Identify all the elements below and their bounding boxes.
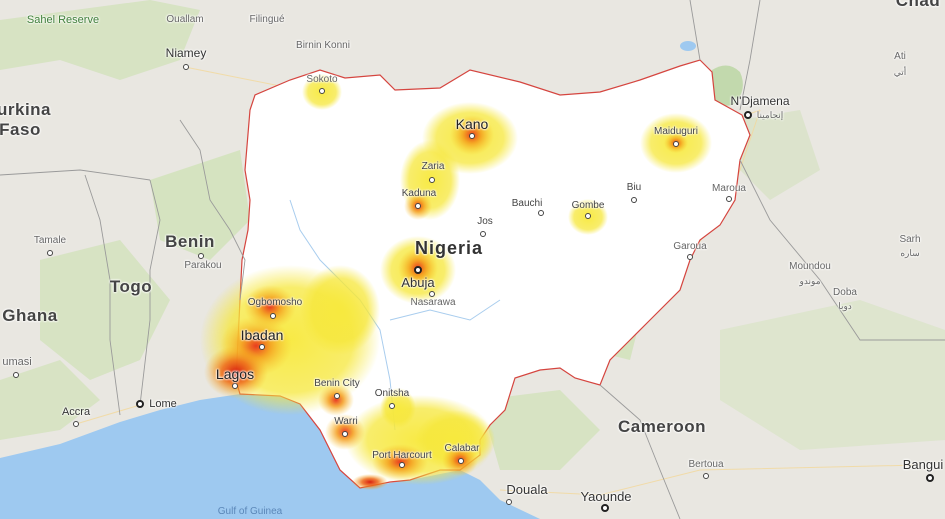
city-dot-bangui[interactable] (926, 474, 934, 482)
country-label-togo: Togo (109, 277, 153, 296)
city-label-moundou-ar: موندو (799, 276, 821, 286)
city-label-lagos: Lagos (215, 366, 255, 382)
country-label-ghana: Ghana (2, 306, 58, 325)
city-label-kumasi: umasi (2, 356, 32, 368)
city-dot-kumasi[interactable] (13, 372, 19, 378)
city-label-accra: Accra (61, 406, 91, 418)
city-label-moundou: Moundou (789, 261, 831, 272)
city-label-benin-city: Benin City (314, 378, 360, 389)
city-dot-maroua[interactable] (726, 196, 732, 202)
city-dot-parakou[interactable] (198, 253, 204, 259)
country-label-faso: Faso (0, 120, 41, 139)
city-label-garoua: Garoua (673, 241, 707, 252)
city-label-ouallam: Ouallam (166, 14, 204, 25)
city-label-douala: Douala (506, 482, 548, 497)
city-dot-ndjamena[interactable] (744, 111, 752, 119)
city-label-bauchi: Bauchi (511, 198, 543, 209)
city-label-maiduguri: Maiduguri (654, 126, 698, 137)
city-dot-calabar[interactable] (458, 458, 464, 464)
city-label-bertoua: Bertoua (688, 459, 724, 470)
gulf-of-guinea (0, 394, 540, 519)
country-label-nigeria: Nigeria (414, 238, 484, 258)
city-dot-gombe[interactable] (585, 213, 591, 219)
city-dot-abuja[interactable] (414, 266, 422, 274)
park-label-sahel-reserve: Sahel Reserve (26, 14, 100, 26)
city-dot-sokoto[interactable] (319, 88, 325, 94)
city-dot-port-harcourt[interactable] (399, 462, 405, 468)
city-dot-niamey[interactable] (183, 64, 189, 70)
city-dot-warri[interactable] (342, 431, 348, 437)
city-label-ati: Ati (894, 51, 906, 62)
city-label-filingue: Filingué (249, 14, 285, 25)
city-label-onitsha: Onitsha (374, 388, 410, 399)
city-dot-accra[interactable] (73, 421, 79, 427)
city-label-zaria: Zaria (421, 161, 445, 172)
city-label-sarh-ar: ساره (900, 248, 920, 258)
city-label-nasarawa: Nasarawa (410, 297, 456, 308)
city-label-port-harcourt: Port Harcourt (372, 450, 432, 461)
city-label-jos: Jos (477, 216, 493, 227)
city-dot-lagos[interactable] (232, 383, 238, 389)
city-dot-benin-city[interactable] (334, 393, 340, 399)
city-dot-onitsha[interactable] (389, 403, 395, 409)
city-dot-kano[interactable] (469, 133, 475, 139)
city-label-warri: Warri (334, 416, 358, 427)
city-dot-biu[interactable] (631, 197, 637, 203)
city-label-ogbomosho: Ogbomosho (247, 297, 303, 308)
city-dot-douala[interactable] (506, 499, 512, 505)
city-label-ndjamena: N'Djamena (730, 94, 790, 108)
city-label-kaduna: Kaduna (401, 188, 437, 199)
city-label-lome: Lome (149, 398, 177, 410)
city-label-gombe: Gombe (571, 200, 605, 211)
city-label-parakou: Parakou (184, 260, 222, 271)
city-dot-kaduna[interactable] (415, 203, 421, 209)
city-label-doba-ar: دوبا (838, 301, 852, 311)
country-label-burkina: urkina (0, 100, 52, 119)
city-dot-zaria[interactable] (429, 177, 435, 183)
city-label-niamey: Niamey (165, 46, 207, 60)
city-dot-tamale[interactable] (47, 250, 53, 256)
city-dot-yaounde[interactable] (601, 504, 609, 512)
city-dot-garoua[interactable] (687, 254, 693, 260)
city-label-tamale: Tamale (33, 235, 67, 246)
city-dot-lome[interactable] (136, 400, 144, 408)
city-label-ati-ar: أتي (893, 67, 907, 77)
city-label-yaounde: Yaounde (580, 489, 632, 504)
city-label-kano: Kano (455, 116, 489, 132)
city-label-birnin-konni: Birnin Konni (296, 40, 350, 51)
city-label-biu: Biu (626, 182, 642, 193)
country-label-chad: Chad (895, 0, 941, 10)
city-label-sarh: Sarh (899, 234, 921, 245)
city-dot-ogbomosho[interactable] (270, 313, 276, 319)
city-dot-nasarawa[interactable] (429, 291, 435, 297)
city-label-ndjamena-ar: إنجامينا (756, 110, 784, 120)
water-label-gulf-of-guinea: Gulf of Guinea (217, 506, 283, 517)
city-dot-bertoua[interactable] (703, 473, 709, 479)
city-label-ibadan: Ibadan (240, 327, 284, 343)
city-label-bangui: Bangui (902, 457, 944, 472)
city-label-sokoto: Sokoto (306, 74, 338, 85)
city-dot-jos[interactable] (480, 231, 486, 237)
country-label-benin: Benin (165, 232, 215, 251)
city-label-calabar: Calabar (444, 443, 480, 454)
city-label-doba: Doba (833, 287, 857, 298)
city-dot-bauchi[interactable] (538, 210, 544, 216)
city-label-maroua: Maroua (712, 183, 746, 194)
country-label-cameroon: Cameroon (617, 417, 707, 436)
city-dot-maiduguri[interactable] (673, 141, 679, 147)
city-dot-ibadan[interactable] (259, 344, 265, 350)
city-label-abuja: Abuja (401, 275, 435, 290)
lake-chad (712, 65, 743, 106)
